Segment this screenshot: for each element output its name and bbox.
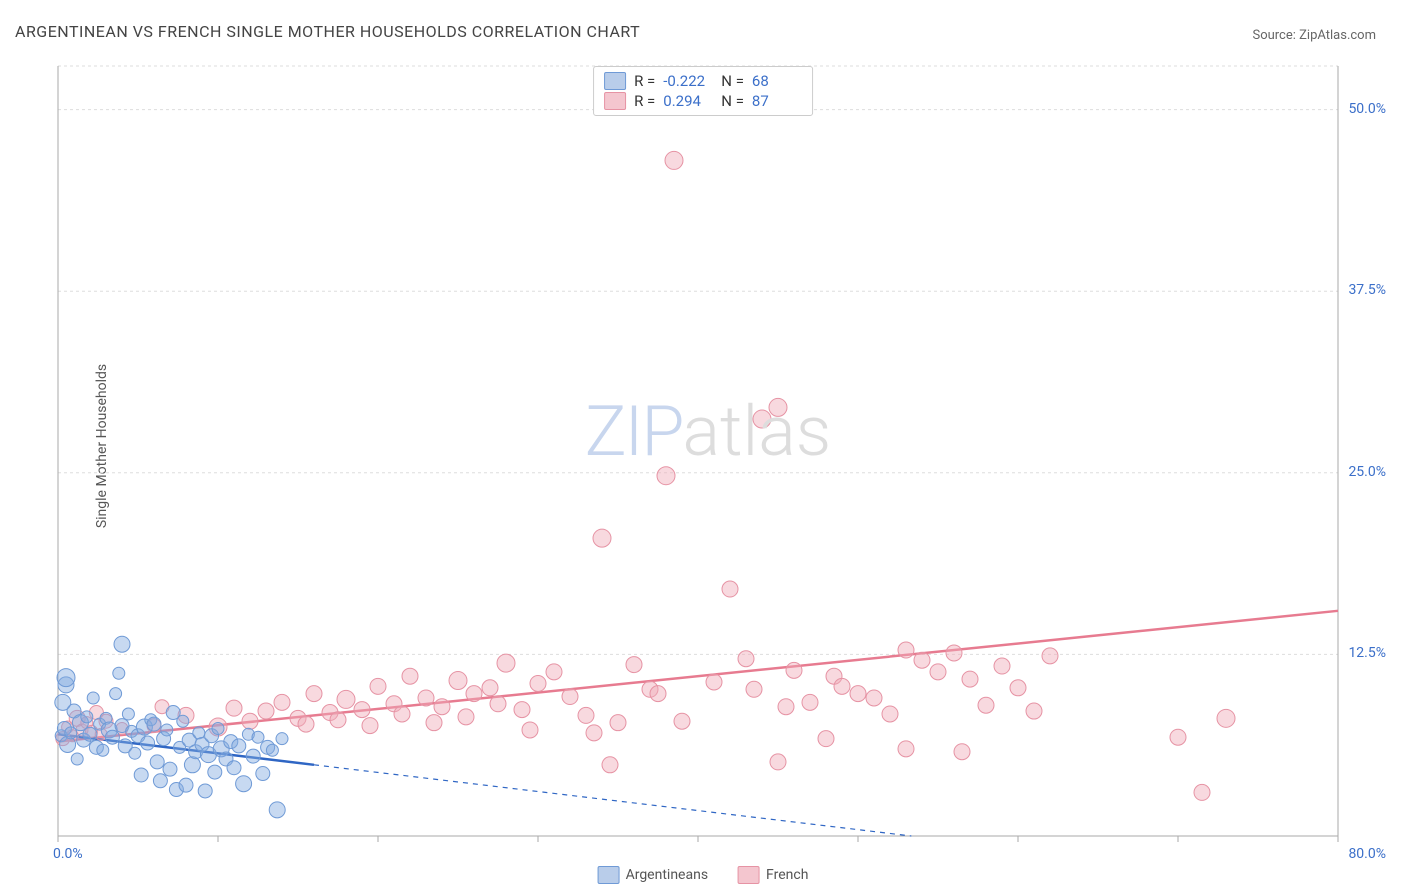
stats-r-label: R = — [634, 92, 655, 110]
y-tick-label: 12.5% — [1348, 645, 1386, 661]
legend-item-argentineans: Argentineans — [598, 866, 708, 884]
stats-row-french: R = 0.294 N = 87 — [604, 91, 802, 111]
legend: Argentineans French — [598, 866, 809, 884]
chart-area: ZIPatlas — [48, 62, 1368, 832]
legend-swatch-pink — [738, 866, 760, 884]
legend-item-french: French — [738, 866, 808, 884]
legend-swatch-blue — [598, 866, 620, 884]
stats-r-value-0: -0.222 — [663, 72, 713, 90]
y-tick-label: 25.0% — [1348, 464, 1386, 480]
source-link[interactable]: ZipAtlas.com — [1299, 28, 1376, 43]
stats-n-label: N = — [721, 72, 744, 90]
stats-n-label: N = — [721, 92, 744, 110]
x-max-label: 80.0% — [1348, 846, 1386, 862]
stats-swatch-pink — [604, 92, 626, 110]
stats-row-argentineans: R = -0.222 N = 68 — [604, 71, 802, 91]
source-credit: Source: ZipAtlas.com — [1252, 28, 1376, 43]
chart-svg — [48, 62, 1368, 842]
stats-swatch-blue — [604, 72, 626, 90]
stats-r-label: R = — [634, 72, 655, 90]
source-label: Source: — [1252, 28, 1299, 43]
y-tick-label: 50.0% — [1348, 101, 1386, 117]
legend-label-0: Argentineans — [626, 867, 708, 883]
chart-title: ARGENTINEAN VS FRENCH SINGLE MOTHER HOUS… — [15, 22, 640, 41]
stats-n-value-1: 87 — [752, 92, 802, 110]
chart-container: ARGENTINEAN VS FRENCH SINGLE MOTHER HOUS… — [0, 0, 1406, 892]
x-origin-label: 0.0% — [53, 846, 83, 862]
y-tick-label: 37.5% — [1348, 282, 1386, 298]
stats-box: R = -0.222 N = 68 R = 0.294 N = 87 — [593, 66, 813, 116]
stats-r-value-1: 0.294 — [663, 92, 713, 110]
legend-label-1: French — [766, 867, 808, 883]
stats-n-value-0: 68 — [752, 72, 802, 90]
